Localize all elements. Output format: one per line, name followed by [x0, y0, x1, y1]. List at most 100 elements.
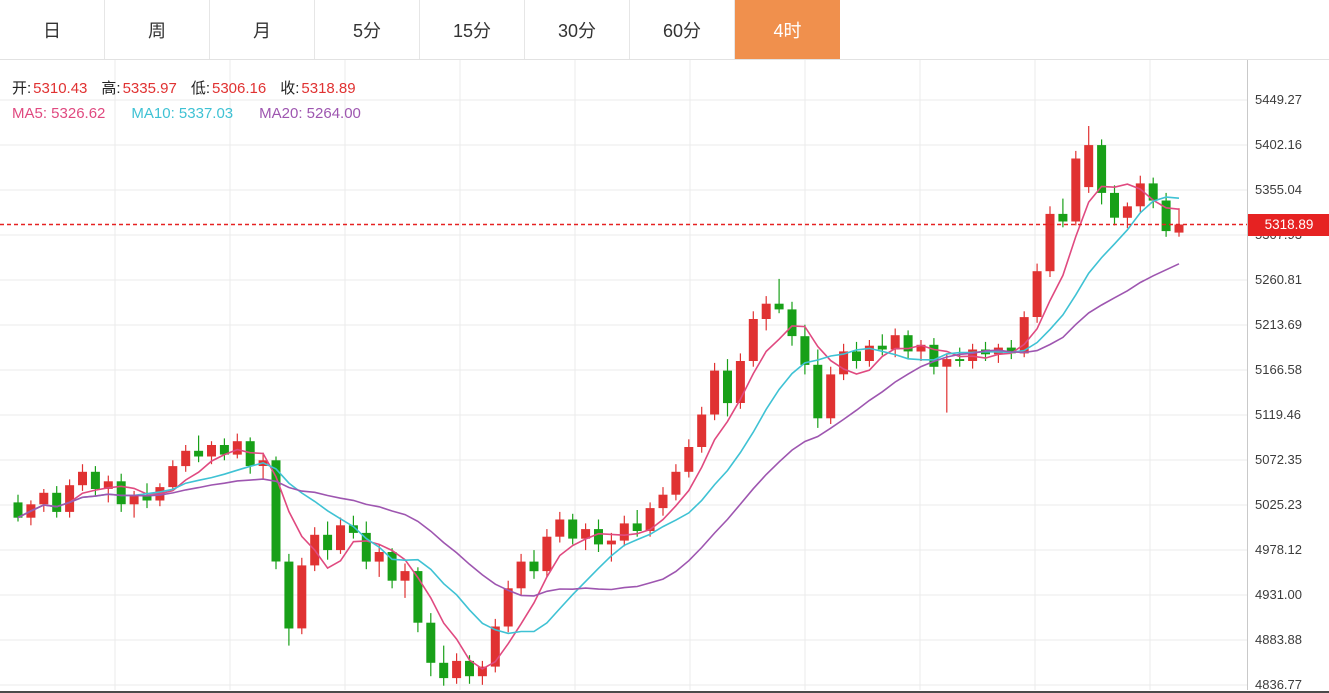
- candle-body: [542, 536, 552, 572]
- candle-body: [78, 471, 87, 486]
- candle-body: [929, 344, 939, 367]
- tab-min60[interactable]: 60分: [630, 0, 735, 59]
- candle-body: [903, 335, 913, 352]
- candle-body: [297, 565, 307, 629]
- candle-body: [1045, 213, 1055, 272]
- candle-body: [735, 361, 745, 403]
- candle-body: [503, 588, 513, 627]
- tab-month[interactable]: 月: [210, 0, 315, 59]
- candle-body: [658, 494, 668, 509]
- candle-body: [65, 485, 75, 512]
- candle-body: [323, 534, 333, 551]
- candle-body: [529, 561, 539, 572]
- candle-body: [271, 460, 281, 562]
- candle-body: [426, 622, 436, 663]
- ma20-legend: MA20: 5264.00: [259, 104, 361, 122]
- current-price-badge: 5318.89: [1248, 213, 1329, 236]
- candle-body: [710, 370, 720, 415]
- tab-min30[interactable]: 30分: [525, 0, 630, 59]
- axis-label: 4931.00: [1255, 587, 1302, 602]
- candle-body: [207, 445, 216, 457]
- candle-body: [1006, 347, 1016, 354]
- candle-body: [181, 450, 191, 467]
- ohlc-legend: 开: 5310.43 高: 5335.97 低: 5306.16 收: 5318.89: [12, 74, 387, 100]
- axis-label: 5025.23: [1255, 497, 1302, 512]
- candle-body: [52, 492, 62, 512]
- candle-body: [1174, 224, 1184, 233]
- candle-body: [697, 414, 707, 447]
- axis-label: 4836.77: [1255, 677, 1302, 692]
- candle-body: [761, 303, 771, 319]
- candle-body: [1071, 158, 1081, 222]
- ma5-legend: MA5: 5326.62: [12, 104, 106, 122]
- candle-body: [361, 532, 371, 562]
- tab-min5[interactable]: 5分: [315, 0, 420, 59]
- candle-body: [374, 552, 384, 562]
- ma10-legend: MA10: 5337.03: [131, 104, 234, 122]
- candle-body: [877, 345, 887, 350]
- candle-body: [1032, 271, 1042, 317]
- candle-body: [219, 445, 229, 455]
- candle-body: [516, 561, 526, 589]
- tab-min15[interactable]: 15分: [420, 0, 525, 59]
- tab-week[interactable]: 周: [105, 0, 210, 59]
- candle-body: [555, 519, 565, 537]
- candlestick-chart[interactable]: [0, 60, 1247, 690]
- candle-body: [490, 626, 500, 667]
- ohlc-item-0: 开: 5310.43: [12, 79, 88, 97]
- ma5-line: [17, 183, 1180, 670]
- candle-body: [916, 344, 926, 352]
- ohlc-item-1: 高: 5335.97: [101, 79, 177, 97]
- candle-body: [400, 571, 410, 581]
- axis-label: 5260.81: [1255, 271, 1302, 287]
- candle-body: [684, 447, 694, 472]
- candle-body: [813, 364, 823, 419]
- candle-body: [13, 502, 23, 518]
- candle-body: [1161, 200, 1171, 232]
- candle-body: [942, 359, 952, 367]
- ma-legend: MA5: 5326.62 MA10: 5337.03 MA20: 5264.00: [12, 100, 387, 126]
- ma20-line: [17, 263, 1180, 597]
- ma10-line: [17, 196, 1180, 635]
- candle-body: [594, 529, 603, 545]
- candle-body: [452, 660, 462, 679]
- axis-label: 5119.46: [1255, 407, 1302, 422]
- axis-label: 5072.35: [1255, 451, 1302, 467]
- candle-body: [245, 441, 255, 466]
- axis-label: 4883.88: [1255, 632, 1302, 647]
- axis-label: 5213.69: [1255, 317, 1302, 332]
- candle-body: [800, 336, 810, 365]
- candle-body: [116, 481, 126, 505]
- candle-body: [645, 508, 655, 531]
- candle-body: [581, 529, 591, 539]
- timeframe-toolbar: 日周月 5分 15分 30分 60分 4时: [0, 0, 1329, 60]
- candle-body: [774, 303, 784, 310]
- candle-body: [852, 351, 861, 361]
- candle-body: [787, 309, 797, 337]
- candle-body: [336, 525, 345, 551]
- candle-body: [413, 571, 423, 623]
- candle-body: [103, 481, 113, 489]
- candle-body: [1135, 183, 1145, 207]
- candle-body: [477, 666, 487, 677]
- candle-body: [142, 495, 152, 501]
- candle-body: [890, 335, 900, 350]
- axis-label: 5355.04: [1255, 181, 1302, 197]
- ohlc-item-3: 收: 5318.89: [280, 79, 356, 97]
- candle-body: [1019, 317, 1029, 354]
- tab-hour4[interactable]: 4时: [735, 0, 840, 59]
- candle-body: [90, 471, 100, 489]
- axis-label: 4978.12: [1255, 541, 1302, 557]
- candle-body: [968, 349, 978, 361]
- candle-body: [168, 466, 178, 488]
- candle-body: [1148, 183, 1158, 201]
- candle-body: [232, 441, 242, 455]
- candle-body: [387, 552, 397, 581]
- candle-body: [129, 495, 139, 505]
- candle-body: [632, 523, 642, 531]
- candle-body: [723, 370, 732, 404]
- tab-day[interactable]: 日: [0, 0, 105, 59]
- candle-body: [1097, 145, 1107, 193]
- candle-body: [39, 492, 49, 505]
